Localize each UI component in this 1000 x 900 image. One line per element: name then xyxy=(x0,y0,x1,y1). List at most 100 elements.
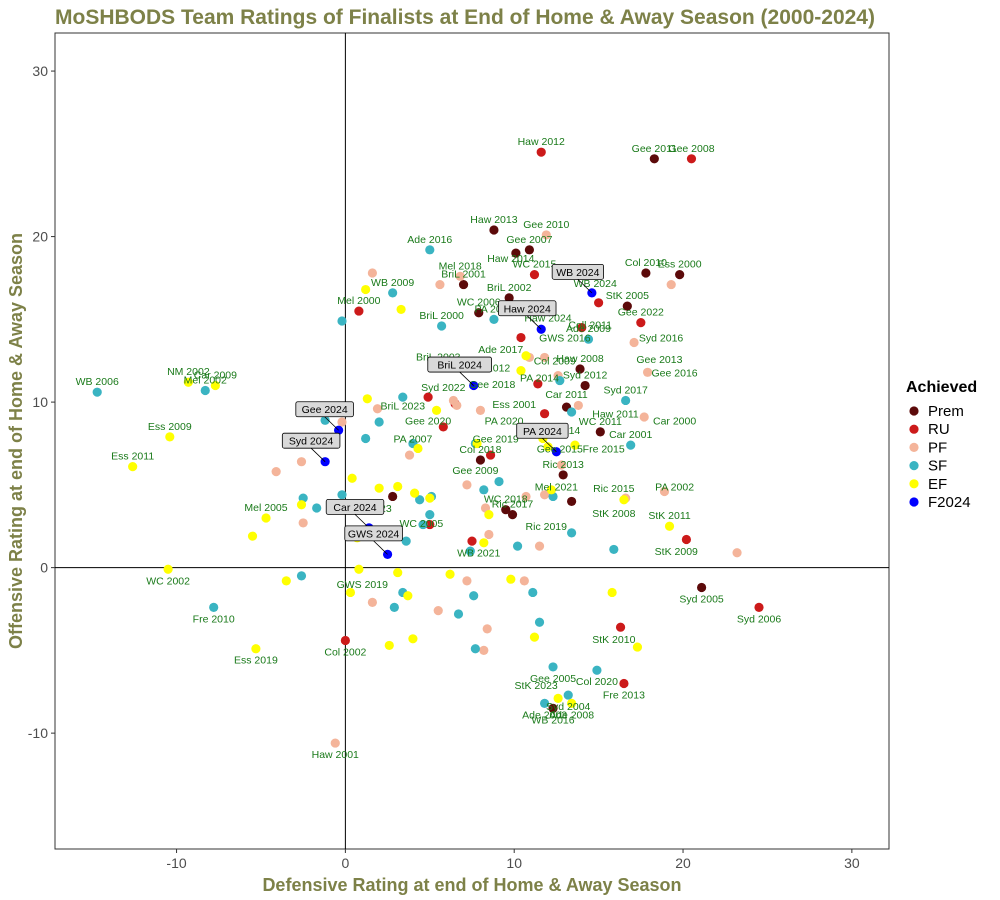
point-label: BriL 2001 xyxy=(441,269,486,281)
point-label: WB 2009 xyxy=(371,277,414,289)
annotation-label: Car 2011 xyxy=(545,389,588,401)
annotation-label: Car 2000 xyxy=(653,415,696,427)
point-ru xyxy=(636,318,646,328)
point-prem xyxy=(507,510,518,520)
point-ef xyxy=(210,380,220,391)
point-label: Ric 2017 xyxy=(492,499,534,511)
annotation-label: StK 2008 xyxy=(592,508,635,520)
point-prem xyxy=(567,496,577,507)
point-prem xyxy=(641,268,651,278)
legend-key-f2024 xyxy=(909,497,919,507)
point-label: Ess 2009 xyxy=(148,421,192,433)
point-ef xyxy=(384,640,394,651)
point-label: Ess 2019 xyxy=(234,655,278,667)
point-ef xyxy=(607,587,617,598)
point-ef xyxy=(393,481,403,492)
point-sf xyxy=(567,528,577,538)
legend-label-pf: PF xyxy=(928,439,947,456)
point-label: Col 2020 xyxy=(576,676,618,688)
point-sf xyxy=(388,288,398,298)
x-tick-label: 20 xyxy=(675,855,691,871)
point-ru xyxy=(354,306,364,316)
annotation-label: WB 2024 xyxy=(574,278,617,290)
annotation-label: Fre 2015 xyxy=(583,443,625,455)
x-axis-title: Defensive Rating at end of Home & Away S… xyxy=(262,875,681,895)
annotation-label: Gee 2018 xyxy=(469,379,515,391)
point-ef xyxy=(546,485,556,495)
point-ru xyxy=(615,622,626,632)
point-ru xyxy=(577,323,587,333)
point-pf xyxy=(534,541,545,551)
point-pf xyxy=(521,491,531,502)
point-pf xyxy=(462,576,472,586)
point-sf xyxy=(592,665,602,675)
point-label: Gee 2007 xyxy=(506,234,552,246)
point-prem xyxy=(388,491,398,502)
reference-lines xyxy=(55,33,889,849)
y-tick-label: -10 xyxy=(28,725,48,741)
point-prem xyxy=(474,308,484,318)
point-sf xyxy=(512,541,523,551)
point-ef xyxy=(445,569,455,579)
point-sf xyxy=(609,544,619,555)
y-axis-ticks: -10 0 10 20 30 xyxy=(28,63,55,741)
point-sf xyxy=(489,314,499,324)
point-ru xyxy=(533,379,543,389)
label-leader-line xyxy=(310,447,326,462)
point-ef xyxy=(347,473,357,483)
point-sf xyxy=(418,519,428,530)
annotation-label: Gee 2019 xyxy=(473,434,519,446)
legend-key-pf xyxy=(909,442,919,452)
legend-label-sf: SF xyxy=(928,458,947,475)
boxed-label-background xyxy=(498,300,557,317)
point-label: BriL 2002 xyxy=(487,282,532,294)
point-ef xyxy=(567,698,577,708)
point-ef xyxy=(403,591,413,601)
point-pf xyxy=(573,400,583,411)
legend-key-prem xyxy=(909,406,919,416)
point-label: Ess 2011 xyxy=(111,451,154,463)
boxed-label-background xyxy=(295,401,354,418)
point-ef xyxy=(632,642,643,652)
point-sf xyxy=(312,503,322,513)
point-pf xyxy=(367,597,377,607)
point-sf xyxy=(567,407,577,417)
point-prem xyxy=(501,505,511,515)
point-ef xyxy=(521,351,531,361)
point-ru xyxy=(529,270,540,280)
point-label: Mel 2000 xyxy=(337,295,380,307)
y-tick-label: 10 xyxy=(32,394,48,410)
point-sf xyxy=(494,476,504,487)
point-label: Ade 2016 xyxy=(407,234,452,246)
label-leader-line xyxy=(324,416,339,431)
point-label: Gee 2005 xyxy=(530,673,576,685)
point-label: Haw 2013 xyxy=(470,214,517,226)
point-sf xyxy=(209,602,219,612)
chart-title: MoSHBODS Team Ratings of Finalists at En… xyxy=(55,6,875,29)
point-sf xyxy=(534,617,545,627)
point-pf xyxy=(271,467,281,477)
point-prem xyxy=(548,703,558,713)
x-tick-label: -10 xyxy=(166,855,186,871)
point-label: Col 2018 xyxy=(459,444,501,456)
legend-label-ru: RU xyxy=(928,421,950,438)
point-label: WC 2011 xyxy=(579,416,622,428)
annotation-label: StK 2023 xyxy=(515,680,558,692)
point-prem xyxy=(458,279,469,290)
annotation-label: Gee 2020 xyxy=(405,415,451,427)
point-label: Ess 2000 xyxy=(658,259,702,271)
point-label: Car 2001 xyxy=(609,429,652,441)
point-sf xyxy=(361,433,371,444)
point-pf xyxy=(462,480,472,490)
point-sf xyxy=(563,690,573,700)
point-sf xyxy=(465,546,475,556)
point-ef xyxy=(183,377,193,387)
point-prem xyxy=(504,293,514,303)
point-pf xyxy=(452,400,462,411)
annotation-label: Gee 2013 xyxy=(636,354,682,366)
point-label: Ade 2009 xyxy=(566,323,611,335)
point-prem xyxy=(475,455,486,465)
point-prem xyxy=(595,427,605,437)
point-ru xyxy=(686,154,697,164)
point-label: Col 2002 xyxy=(324,646,366,658)
